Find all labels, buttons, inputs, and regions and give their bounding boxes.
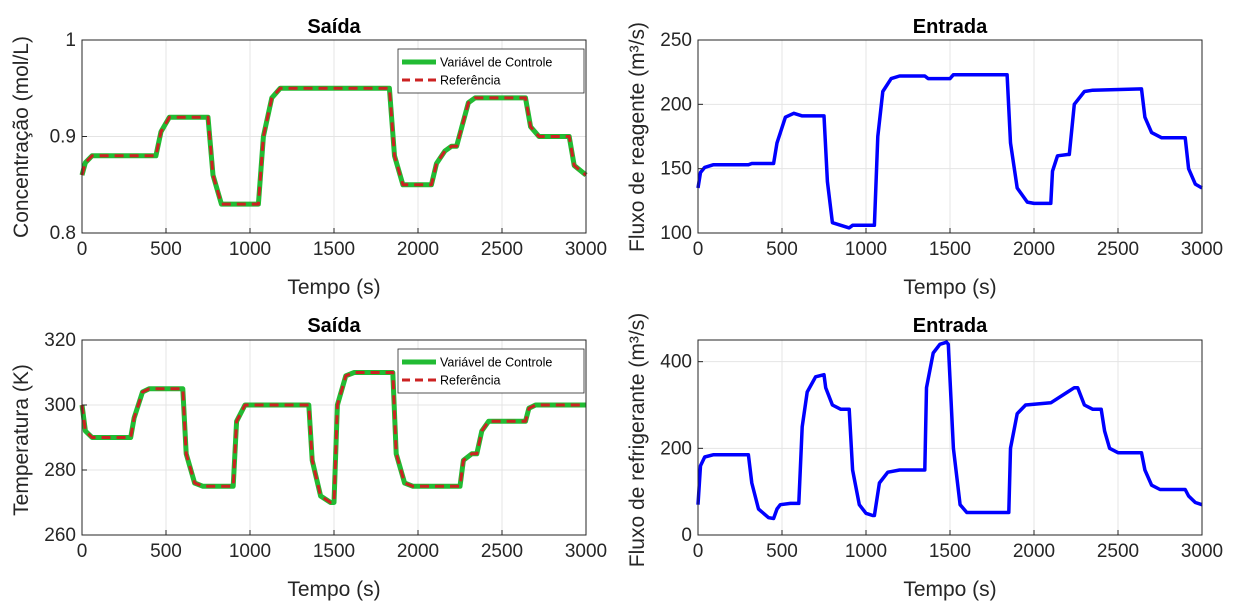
plot-area-3: 0 500 1000 1500 2000 2500 3000 0 200 400 xyxy=(660,339,1223,562)
x-tick-label: 2500 xyxy=(481,239,523,260)
plot-area-0: 0 500 1000 1500 2000 2500 3000 0.8 0.9 1 Variável … xyxy=(50,30,608,260)
panel-concentration: Saída Concentração (mol/L) Tempo (s) xyxy=(10,16,381,299)
x-tick-label: 0 xyxy=(77,239,88,260)
plot-area-2: 0 500 1000 1500 2000 2500 3000 260 280 300 320 Vari… xyxy=(44,330,607,562)
plot-area-1: 0 500 1000 1500 2000 2500 3000 100 150 200 250 xyxy=(660,30,1223,260)
legend: Variável de Controle Referência xyxy=(397,348,585,394)
legend-label-0: Variável de Controle xyxy=(440,56,552,70)
panel-temperature: Saída Temperatura (K) Tempo (s) xyxy=(10,315,381,601)
series-line-0 xyxy=(696,340,1203,521)
x-axis-label: Tempo (s) xyxy=(903,276,996,299)
x-tick-label: 3000 xyxy=(1181,239,1223,260)
x-tick-label: 1500 xyxy=(929,239,971,260)
x-tick-label: 3000 xyxy=(1181,541,1223,562)
x-tick-label: 1500 xyxy=(313,239,355,260)
panel-coolant-flow: Entrada Fluxo de refrigerante (m³/s) Tem… xyxy=(626,313,997,601)
x-axis-label: Tempo (s) xyxy=(287,276,380,299)
y-tick-label: 200 xyxy=(660,438,692,459)
legend-box xyxy=(397,48,585,94)
x-tick-label: 500 xyxy=(150,239,182,260)
x-tick-label: 0 xyxy=(693,239,704,260)
plot-content: 0 500 1000 1500 2000 2500 30000.80.91Variável … xyxy=(44,30,1223,562)
x-tick-label: 1000 xyxy=(229,239,271,260)
x-tick-label: 2500 xyxy=(1097,541,1139,562)
series-line-1 xyxy=(80,86,587,206)
x-tick-label: 2500 xyxy=(481,541,523,562)
y-axis-label: Fluxo de reagente (m³/s) xyxy=(626,22,649,252)
x-axis-label: Tempo (s) xyxy=(287,578,380,601)
y-tick-label: 150 xyxy=(660,159,692,180)
x-tick-label: 2000 xyxy=(397,239,439,260)
x-tick-label: 1000 xyxy=(845,541,887,562)
chart-title: Entrada xyxy=(913,315,988,337)
x-tick-label: 500 xyxy=(150,541,182,562)
x-tick-label: 3000 xyxy=(565,541,607,562)
y-tick-label: 0.9 xyxy=(50,127,76,148)
y-tick-label: 100 xyxy=(660,223,692,244)
y-tick-label: 0 xyxy=(681,525,692,546)
series-line-1 xyxy=(80,371,586,504)
y-tick-label: 300 xyxy=(44,395,76,416)
y-tick-label: 250 xyxy=(660,30,692,51)
x-tick-label: 1500 xyxy=(313,541,355,562)
x-tick-label: 3000 xyxy=(565,239,607,260)
x-tick-label: 2000 xyxy=(1013,239,1055,260)
chart-title: Saída xyxy=(307,16,361,38)
y-tick-label: 1 xyxy=(65,30,76,51)
legend-box xyxy=(397,348,585,394)
legend-label-1: Referência xyxy=(440,374,500,388)
x-tick-label: 0 xyxy=(693,541,704,562)
x-tick-label: 1000 xyxy=(229,541,271,562)
x-tick-label: 1500 xyxy=(929,541,971,562)
x-tick-label: 2000 xyxy=(1013,541,1055,562)
x-axis-label: Tempo (s) xyxy=(903,578,996,601)
x-tick-label: 500 xyxy=(766,239,798,260)
series-line-0 xyxy=(696,72,1203,230)
x-tick-label: 2500 xyxy=(1097,239,1139,260)
y-tick-label: 320 xyxy=(44,330,76,351)
y-tick-label: 0.8 xyxy=(50,223,76,244)
y-tick-label: 260 xyxy=(44,525,76,546)
x-tick-label: 1000 xyxy=(845,239,887,260)
panel-reagent-flow: Entrada Fluxo de reagente (m³/s) Tempo (… xyxy=(626,16,997,299)
chart-title: Entrada xyxy=(913,16,988,38)
y-tick-label: 280 xyxy=(44,460,76,481)
x-tick-label: 500 xyxy=(766,541,798,562)
y-axis-label: Temperatura (K) xyxy=(10,364,33,516)
y-tick-label: 400 xyxy=(660,352,692,373)
y-tick-label: 200 xyxy=(660,94,692,115)
y-axis-label: Concentração (mol/L) xyxy=(10,36,33,238)
chart-title: Saída xyxy=(307,315,361,337)
x-tick-label: 2000 xyxy=(397,541,439,562)
x-tick-label: 0 xyxy=(77,541,88,562)
y-axis-label: Fluxo de refrigerante (m³/s) xyxy=(626,313,649,567)
legend: Variável de Controle Referência xyxy=(397,48,585,94)
legend-label-0: Variável de Controle xyxy=(440,356,552,370)
legend-label-1: Referência xyxy=(440,74,500,88)
